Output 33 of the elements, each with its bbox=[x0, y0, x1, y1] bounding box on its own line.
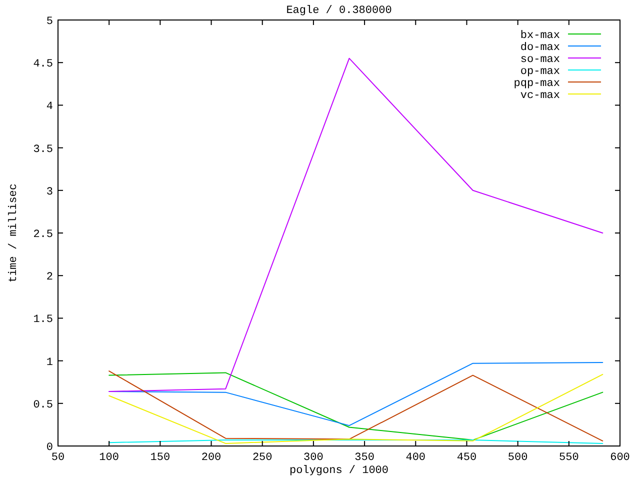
y-tick-label: 0 bbox=[46, 442, 53, 454]
y-tick-label: 2 bbox=[46, 272, 53, 284]
y-tick-label: 2.5 bbox=[33, 229, 53, 241]
y-tick-label: 3.5 bbox=[33, 144, 53, 156]
y-tick-label: 0.5 bbox=[33, 399, 53, 412]
y-tick-label: 4 bbox=[46, 101, 54, 114]
chart-title: Eagle / 0.380000 bbox=[286, 5, 392, 17]
x-tick-label: 400 bbox=[406, 452, 426, 464]
y-tick-label: 3 bbox=[46, 186, 53, 198]
legend-label: so-max bbox=[520, 54, 560, 66]
x-axis-title: polygons / 1000 bbox=[289, 465, 389, 477]
legend-label: bx-max bbox=[520, 30, 560, 42]
legend-label: vc-max bbox=[520, 90, 560, 102]
x-tick-label: 550 bbox=[559, 452, 579, 464]
x-tick-label: 300 bbox=[304, 452, 324, 464]
line-series bbox=[108, 58, 604, 392]
y-tick-label: 1 bbox=[46, 356, 54, 369]
x-tick-label: 600 bbox=[610, 452, 630, 464]
y-tick-label: 5 bbox=[46, 16, 53, 28]
x-tick-label: 500 bbox=[508, 452, 528, 464]
x-tick-label: 350 bbox=[354, 452, 374, 464]
x-tick-label: 250 bbox=[252, 452, 272, 464]
x-tick-label: 150 bbox=[150, 452, 170, 464]
y-axis-title: time / millisec bbox=[8, 183, 20, 283]
y-tick-label: 4.5 bbox=[33, 58, 53, 71]
x-tick-label: 450 bbox=[456, 452, 477, 464]
legend-label: op-max bbox=[520, 66, 560, 78]
x-tick-label: 100 bbox=[99, 452, 119, 464]
x-tick-label: 200 bbox=[201, 452, 222, 464]
legend-label: pqp-max bbox=[514, 78, 560, 90]
y-tick-label: 1.5 bbox=[33, 314, 53, 326]
legend-label: do-max bbox=[520, 42, 560, 54]
x-tick-label: 50 bbox=[51, 452, 65, 464]
